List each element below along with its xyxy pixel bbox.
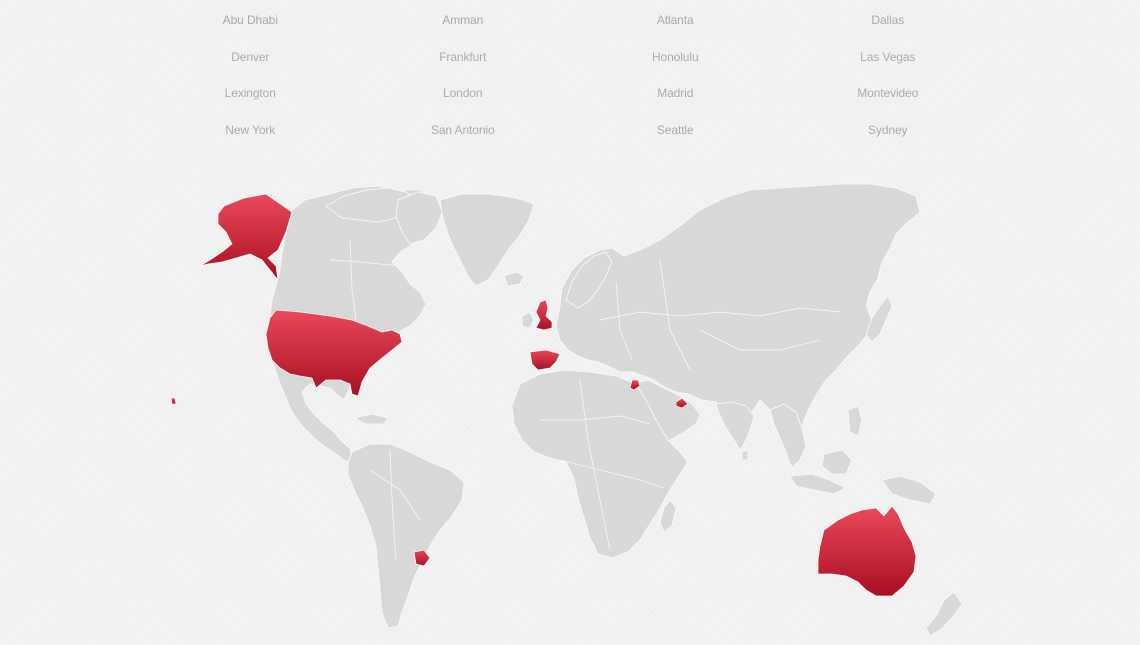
philippines-land — [847, 405, 863, 437]
country-australia[interactable] — [817, 505, 917, 597]
city-link-atlanta[interactable]: Atlanta — [656, 13, 694, 27]
city-link-montevideo[interactable]: Montevideo — [857, 86, 919, 100]
city-link-las-vegas[interactable]: Las Vegas — [860, 49, 916, 64]
city-link-abu-dhabi[interactable]: Abu Dhabi — [222, 13, 278, 27]
city-link-honolulu[interactable]: Honolulu — [651, 49, 699, 64]
india-land — [715, 401, 755, 451]
ireland-land — [521, 311, 535, 329]
city-link-sydney[interactable]: Sydney — [868, 122, 908, 137]
city-link-denver[interactable]: Denver — [231, 49, 270, 64]
country-hawaii[interactable] — [170, 397, 177, 405]
country-united-kingdom[interactable] — [535, 299, 553, 331]
city-link-madrid[interactable]: Madrid — [657, 86, 694, 100]
japan-land — [865, 295, 893, 343]
iceland-land — [503, 271, 525, 287]
country-jordan[interactable] — [629, 379, 641, 391]
scandinavia-land — [565, 251, 613, 309]
city-link-dallas[interactable]: Dallas — [871, 13, 905, 27]
cuba-land — [353, 413, 389, 425]
new-zealand-land — [925, 591, 963, 637]
border-layer — [329, 239, 841, 561]
sri-lanka-land — [741, 449, 749, 461]
city-link-amman[interactable]: Amman — [442, 13, 484, 27]
south-america-land — [347, 443, 465, 629]
se-asia-land — [769, 403, 807, 469]
new-guinea-land — [881, 475, 937, 505]
highlight-layer — [170, 193, 917, 597]
city-list: Abu Dhabi Amman Atlanta Dallas Denver Fr… — [144, 11, 994, 157]
greenland-land — [439, 193, 535, 287]
country-spain[interactable] — [529, 349, 561, 371]
city-link-london[interactable]: London — [443, 86, 483, 100]
country-united-states[interactable] — [265, 309, 403, 397]
country-alaska[interactable] — [199, 193, 293, 281]
borneo-land — [821, 449, 853, 475]
country-uae[interactable] — [675, 397, 689, 409]
country-uruguay[interactable] — [413, 549, 431, 567]
city-link-san-antonio[interactable]: San Antonio — [430, 122, 495, 137]
indonesia-land — [789, 473, 847, 495]
city-link-frankfurt[interactable]: Frankfurt — [439, 49, 487, 64]
city-link-seattle[interactable]: Seattle — [656, 122, 694, 137]
city-link-lexington[interactable]: Lexington — [224, 86, 276, 100]
baffin-island-land — [395, 191, 443, 245]
madagascar-land — [659, 499, 677, 533]
city-link-new-york[interactable]: New York — [225, 122, 276, 137]
